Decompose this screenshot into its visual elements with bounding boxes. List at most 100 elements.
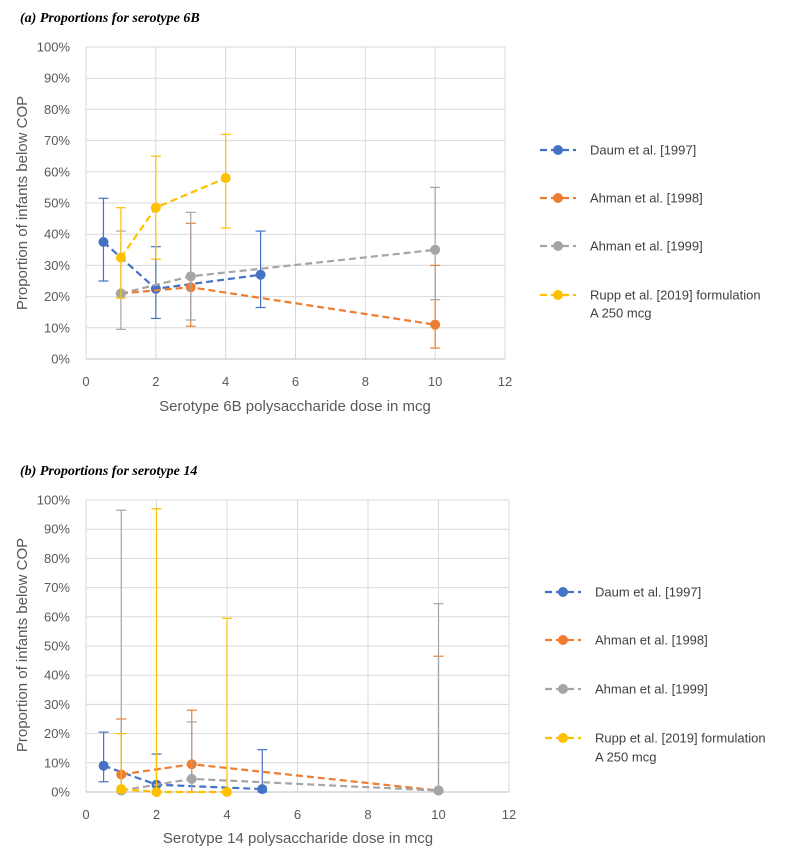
x-tick-label: 10 [431,807,445,822]
y-tick-label: 60% [44,609,70,624]
y-tick-label: 20% [44,289,70,304]
legend-item-2: Ahman et al. [1998] [540,191,703,206]
data-point [430,319,441,330]
legend-marker [558,635,568,645]
panel-a-legend: Daum et al. [1997] Ahman et al. [1998] Ahm… [540,143,761,321]
series-4 [116,508,232,797]
x-tick-label: 6 [292,374,299,389]
y-tick-label: 70% [44,133,70,148]
panel-a-series [98,133,441,349]
y-tick-label: 0% [51,785,70,800]
y-tick-label: 30% [44,697,70,712]
legend-label: Daum et al. [1997] [595,585,701,600]
panel-a-x-axis-label: Serotype 6B polysaccharide dose in mcg [159,398,431,415]
legend-label: A 250 mcg [590,306,651,321]
panel-b-y-axis-label: Proportion of infants below COP [14,538,31,752]
panel-b-x-axis-label: Serotype 14 polysaccharide dose in mcg [163,830,433,847]
x-tick-label: 2 [153,807,160,822]
legend-marker [553,145,563,155]
x-tick-label: 8 [364,807,371,822]
data-point [98,237,109,247]
panel-a: (a) Proportions for serotype 6B 0%10%20%… [14,11,761,415]
panel-a-x-tick-labels: 0 2 4 6 8 10 12 [82,374,512,389]
data-point [116,784,127,795]
legend-label: Ahman et al. [1998] [595,633,708,648]
y-tick-label: 70% [44,580,70,595]
y-tick-label: 30% [44,258,70,273]
x-tick-label: 0 [82,807,89,822]
legend-label: Ahman et al. [1998] [590,191,703,206]
x-tick-label: 6 [294,807,301,822]
y-tick-label: 60% [44,164,70,179]
series-4 [115,133,231,299]
legend-item-1: Daum et al. [1997] [540,143,696,158]
panel-a-grid [85,46,506,360]
legend-marker [553,290,563,300]
legend-marker [558,587,568,597]
legend-marker [558,684,568,694]
data-point [222,787,232,797]
series-line [121,763,439,792]
y-tick-label: 0% [51,352,70,367]
y-tick-label: 90% [44,522,70,537]
series-2 [116,655,444,796]
y-tick-label: 90% [44,71,70,86]
data-point [220,173,231,184]
series-line [103,764,263,791]
panel-b-grid [85,499,510,793]
data-point [98,760,109,771]
panel-a-y-axis-label: Proportion of infants below COP [14,96,31,310]
panel-a-title: (a) Proportions for serotype 6B [20,11,200,26]
data-point [115,252,126,263]
x-tick-label: 2 [152,374,159,389]
legend-label: Rupp et al. [2019] formulation [595,731,766,746]
legend-marker [553,193,563,203]
legend-label: Daum et al. [1997] [590,143,696,158]
legend-label: A 250 mcg [595,750,656,765]
legend-item-3: Ahman et al. [1999] [540,239,703,254]
panel-b-legend: Daum et al. [1997] Ahman et al. [1998] Ahm… [545,585,766,765]
y-tick-label: 100% [37,493,71,508]
series-line [120,286,436,326]
legend-marker [553,241,563,251]
legend-item-3: Ahman et al. [1999] [545,682,708,697]
y-tick-label: 50% [44,639,70,654]
panel-b-title: (b) Proportions for serotype 14 [20,464,197,479]
panel-b-y-tick-labels: 0% 10% 20% 30% 40% 50% 60% 70% 80% 90% 100% [37,493,71,800]
x-tick-label: 10 [428,374,442,389]
legend-item-2: Ahman et al. [1998] [545,633,708,648]
y-tick-label: 20% [44,726,70,741]
legend-item-4: Rupp et al. [2019] formulation A 250 mcg [540,288,761,321]
legend-label: Ahman et al. [1999] [590,239,703,254]
data-point [150,202,161,213]
x-tick-label: 12 [498,374,512,389]
y-tick-label: 40% [44,668,70,683]
panel-b-series [98,508,444,797]
panel-a-y-tick-labels: 0% 10% 20% 30% 40% 50% 60% 70% 80% 90% 100% [37,40,71,367]
y-tick-label: 50% [44,196,70,211]
series-3 [115,186,441,330]
y-tick-label: 80% [44,102,70,117]
x-tick-label: 8 [362,374,369,389]
y-tick-label: 80% [44,551,70,566]
legend-marker [558,733,568,743]
data-point [151,787,162,797]
data-point [430,244,441,255]
data-point [433,785,444,796]
x-tick-label: 4 [222,374,229,389]
legend-label: Rupp et al. [2019] formulation [590,288,761,303]
series-3 [116,509,444,796]
y-tick-label: 10% [44,320,70,335]
series-2 [115,222,441,349]
data-point [186,773,197,784]
legend-item-4: Rupp et al. [2019] formulation A 250 mcg [545,731,766,765]
data-point [257,784,268,795]
y-tick-label: 100% [37,40,71,55]
panel-b-x-tick-labels: 0 2 4 6 8 10 12 [82,807,516,822]
y-tick-label: 10% [44,755,70,770]
legend-label: Ahman et al. [1999] [595,682,708,697]
legend-item-1: Daum et al. [1997] [545,585,701,600]
y-tick-label: 40% [44,227,70,242]
x-tick-label: 4 [223,807,230,822]
